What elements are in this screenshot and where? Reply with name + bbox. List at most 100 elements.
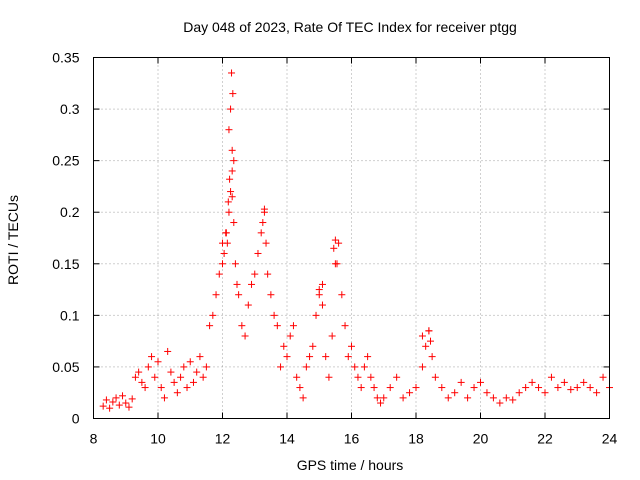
axis-ticks bbox=[93, 57, 610, 419]
data-point bbox=[535, 384, 543, 392]
data-point bbox=[283, 353, 291, 361]
data-point bbox=[444, 394, 452, 402]
data-point bbox=[151, 373, 159, 381]
data-point bbox=[515, 389, 523, 397]
data-point bbox=[264, 270, 272, 278]
data-point bbox=[230, 219, 238, 227]
data-point bbox=[102, 396, 110, 404]
y-tick-label: 0.35 bbox=[52, 50, 79, 66]
data-point bbox=[496, 399, 504, 407]
data-point bbox=[154, 358, 162, 366]
y-tick-label: 0.25 bbox=[52, 153, 79, 169]
data-point bbox=[296, 384, 304, 392]
y-tick-label: 0.2 bbox=[60, 204, 80, 220]
y-tick-label: 0 bbox=[72, 411, 80, 427]
data-point bbox=[259, 219, 267, 227]
data-point bbox=[167, 368, 175, 376]
data-point bbox=[128, 395, 136, 403]
x-tick-label: 12 bbox=[215, 431, 231, 447]
data-point bbox=[412, 384, 420, 392]
data-point bbox=[428, 353, 436, 361]
data-point bbox=[206, 322, 214, 330]
data-point bbox=[144, 363, 152, 371]
data-point bbox=[354, 373, 362, 381]
data-point bbox=[209, 311, 217, 319]
data-point bbox=[328, 332, 336, 340]
data-point bbox=[224, 198, 232, 206]
data-point bbox=[528, 378, 536, 386]
data-point bbox=[248, 280, 256, 288]
data-point bbox=[230, 157, 238, 165]
x-tick-labels: 8 10 12 14 16 18 20 22 24 bbox=[90, 431, 618, 447]
x-tick-label: 10 bbox=[150, 431, 166, 447]
data-point bbox=[541, 389, 549, 397]
data-point bbox=[273, 322, 281, 330]
y-tick-label: 0.15 bbox=[52, 256, 79, 272]
data-point bbox=[228, 193, 236, 201]
data-point bbox=[177, 373, 185, 381]
data-point bbox=[238, 322, 246, 330]
data-point bbox=[222, 229, 230, 237]
data-point bbox=[348, 342, 355, 350]
data-point bbox=[309, 342, 317, 350]
data-point bbox=[99, 402, 107, 410]
y-axis-label: ROTI / TECUs bbox=[5, 195, 21, 285]
grid-lines bbox=[93, 57, 610, 419]
data-point bbox=[599, 373, 607, 381]
data-point bbox=[360, 363, 368, 371]
x-tick-label: 20 bbox=[473, 431, 489, 447]
data-point bbox=[112, 394, 120, 402]
data-point bbox=[135, 368, 143, 376]
data-point bbox=[451, 389, 459, 397]
data-point bbox=[418, 332, 426, 340]
data-point bbox=[267, 291, 275, 299]
data-point bbox=[219, 239, 226, 247]
data-point bbox=[331, 236, 339, 244]
data-point bbox=[380, 394, 388, 402]
data-point bbox=[522, 384, 530, 392]
data-point bbox=[330, 244, 338, 252]
data-point bbox=[306, 353, 314, 361]
x-tick-label: 8 bbox=[90, 431, 98, 447]
data-point bbox=[509, 396, 517, 404]
data-point bbox=[115, 401, 123, 409]
data-points bbox=[99, 69, 613, 412]
data-point bbox=[438, 384, 446, 392]
y-tick-label: 0.3 bbox=[60, 101, 80, 117]
data-point bbox=[231, 260, 239, 268]
data-point bbox=[235, 291, 243, 299]
data-point bbox=[547, 373, 555, 381]
data-point bbox=[593, 389, 601, 397]
data-point bbox=[373, 394, 381, 402]
data-point bbox=[457, 378, 465, 386]
data-point bbox=[227, 188, 235, 196]
data-point bbox=[573, 384, 581, 392]
data-point bbox=[489, 394, 497, 402]
data-point bbox=[219, 260, 226, 268]
data-point bbox=[483, 389, 491, 397]
data-point bbox=[554, 384, 562, 392]
y-tick-labels: 0 0.05 0.1 0.15 0.2 0.25 0.3 0.35 bbox=[52, 50, 79, 427]
data-point bbox=[364, 353, 372, 361]
data-point bbox=[262, 239, 270, 247]
y-tick-label: 0.1 bbox=[60, 307, 80, 323]
data-point bbox=[228, 69, 236, 77]
data-point bbox=[406, 389, 414, 397]
data-point bbox=[322, 353, 330, 361]
data-point bbox=[431, 373, 439, 381]
data-point bbox=[196, 353, 204, 361]
y-tick-label: 0.05 bbox=[52, 359, 79, 375]
x-tick-label: 16 bbox=[344, 431, 360, 447]
data-point bbox=[193, 368, 201, 376]
data-point bbox=[170, 378, 178, 386]
data-point bbox=[228, 167, 236, 175]
data-point bbox=[199, 373, 207, 381]
data-point bbox=[333, 260, 341, 268]
data-point bbox=[580, 378, 588, 386]
data-point bbox=[567, 386, 575, 394]
data-point bbox=[257, 229, 265, 237]
data-point bbox=[212, 291, 220, 299]
data-point bbox=[125, 403, 133, 411]
data-point bbox=[202, 363, 210, 371]
data-point bbox=[225, 126, 233, 134]
